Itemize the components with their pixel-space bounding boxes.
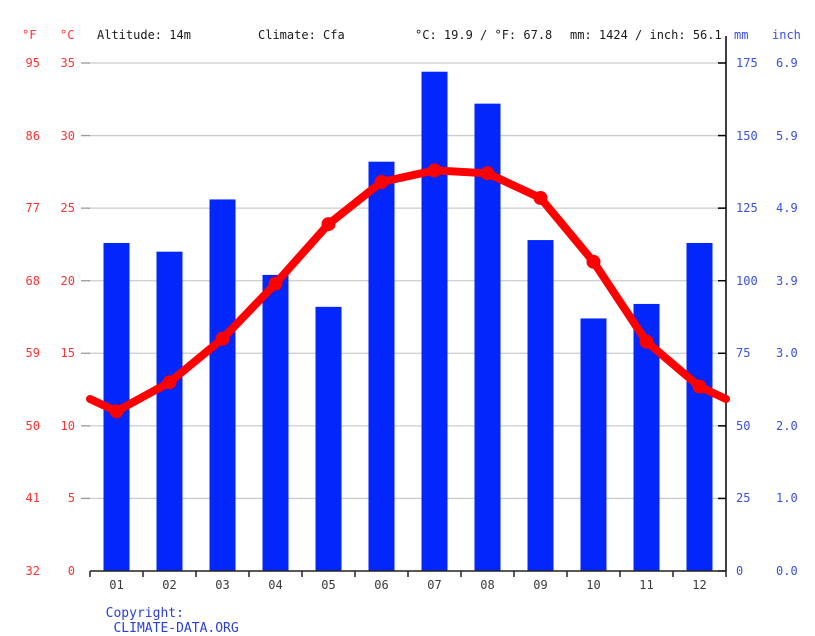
precipitation-bar — [262, 274, 289, 571]
c-axis-tick-label: 5 — [67, 491, 75, 506]
c-axis-tick-label: 25 — [60, 201, 75, 216]
month-label: 01 — [109, 578, 124, 592]
mean-temperature-label: °C: 19.9 / °F: 67.8 — [415, 28, 553, 42]
month-label: 04 — [268, 578, 283, 592]
temperature-point — [692, 379, 707, 394]
f-axis-tick-label: 41 — [25, 491, 40, 506]
inch-axis-tick-label: 1.0 — [776, 491, 798, 506]
copyright-label: Copyright: — [105, 606, 184, 621]
right-axis-unit-inch: inch — [772, 28, 801, 42]
altitude-label: Altitude: 14m — [97, 28, 191, 42]
month-label: 02 — [162, 578, 177, 592]
mm-axis-tick-label: 100 — [736, 273, 758, 288]
copyright-line: Copyright: CLIMATE-DATA.ORG — [90, 591, 239, 636]
f-axis-tick-label: 86 — [25, 128, 40, 143]
mm-axis-tick-label: 75 — [736, 346, 751, 361]
inch-axis-tick-label: 0.0 — [776, 564, 798, 578]
precipitation-bar — [209, 199, 236, 572]
month-label: 08 — [480, 578, 495, 592]
right-axis-unit-mm: mm — [734, 28, 749, 42]
mm-axis-tick-label: 50 — [736, 418, 751, 433]
temperature-point — [162, 375, 177, 390]
month-label: 10 — [586, 578, 601, 592]
precipitation-bar — [368, 161, 395, 571]
temperature-point — [427, 163, 442, 178]
left-axis-unit-c: °C — [60, 28, 75, 42]
temperature-point — [321, 217, 336, 232]
inch-axis-tick-label: 4.9 — [776, 201, 798, 216]
inch-axis-tick-label: 5.9 — [776, 128, 798, 143]
temperature-point — [215, 331, 230, 346]
f-axis-tick-label: 32 — [25, 564, 40, 578]
precipitation-bar — [315, 306, 342, 571]
mm-axis-tick-label: 150 — [736, 128, 758, 143]
temperature-line — [86, 166, 730, 416]
inch-axis-tick-label: 2.0 — [776, 418, 798, 433]
f-axis-tick-label: 77 — [25, 201, 40, 216]
total-precipitation-label: mm: 1424 / inch: 56.1 — [570, 28, 722, 42]
month-label: 07 — [427, 578, 442, 592]
temperature-point — [268, 276, 283, 291]
precipitation-bar — [156, 251, 183, 571]
month-label: 09 — [533, 578, 548, 592]
inch-axis-tick-label: 3.9 — [776, 273, 798, 288]
f-axis-tick-label: 95 — [25, 56, 40, 70]
inch-axis-tick-label: 3.0 — [776, 346, 798, 361]
c-axis-tick-label: 0 — [67, 564, 75, 578]
precipitation-bar — [686, 242, 713, 571]
f-axis-tick-label: 50 — [25, 418, 40, 433]
mm-axis-tick-label: 0 — [736, 564, 744, 578]
precipitation-bar — [421, 71, 448, 572]
c-axis-tick-label: 35 — [60, 56, 75, 70]
month-label: 03 — [215, 578, 230, 592]
month-label: 05 — [321, 578, 336, 592]
climograph-plot — [81, 36, 730, 577]
mm-axis-tick-label: 125 — [736, 201, 758, 216]
climate-class-label: Climate: Cfa — [258, 28, 345, 42]
f-axis-tick-label: 68 — [25, 273, 40, 288]
f-axis-tick-label: 59 — [25, 346, 40, 361]
precipitation-bar — [580, 318, 607, 571]
mm-axis-tick-label: 25 — [736, 491, 751, 506]
temperature-point — [586, 254, 601, 269]
climate-data-org-link[interactable]: CLIMATE-DATA.ORG — [113, 621, 239, 636]
month-label: 06 — [374, 578, 389, 592]
climate-chart-page: { "header": { "unit_f": "°F", "unit_c": … — [22, 28, 801, 636]
month-label: 12 — [692, 578, 707, 592]
c-axis-tick-label: 20 — [60, 273, 75, 288]
precipitation-bar — [527, 240, 554, 571]
temperature-point — [533, 190, 548, 205]
mm-axis-tick-label: 175 — [736, 56, 758, 70]
temperature-point — [374, 175, 389, 190]
c-axis-tick-label: 10 — [60, 418, 75, 433]
inch-axis-tick-label: 6.9 — [776, 56, 798, 70]
c-axis-tick-label: 15 — [60, 346, 75, 361]
c-axis-tick-label: 30 — [60, 128, 75, 143]
left-axis-unit-f: °F — [22, 28, 37, 42]
month-label: 11 — [639, 578, 654, 592]
temperature-point — [639, 334, 654, 349]
temperature-point — [480, 166, 495, 181]
temperature-point — [109, 404, 124, 419]
